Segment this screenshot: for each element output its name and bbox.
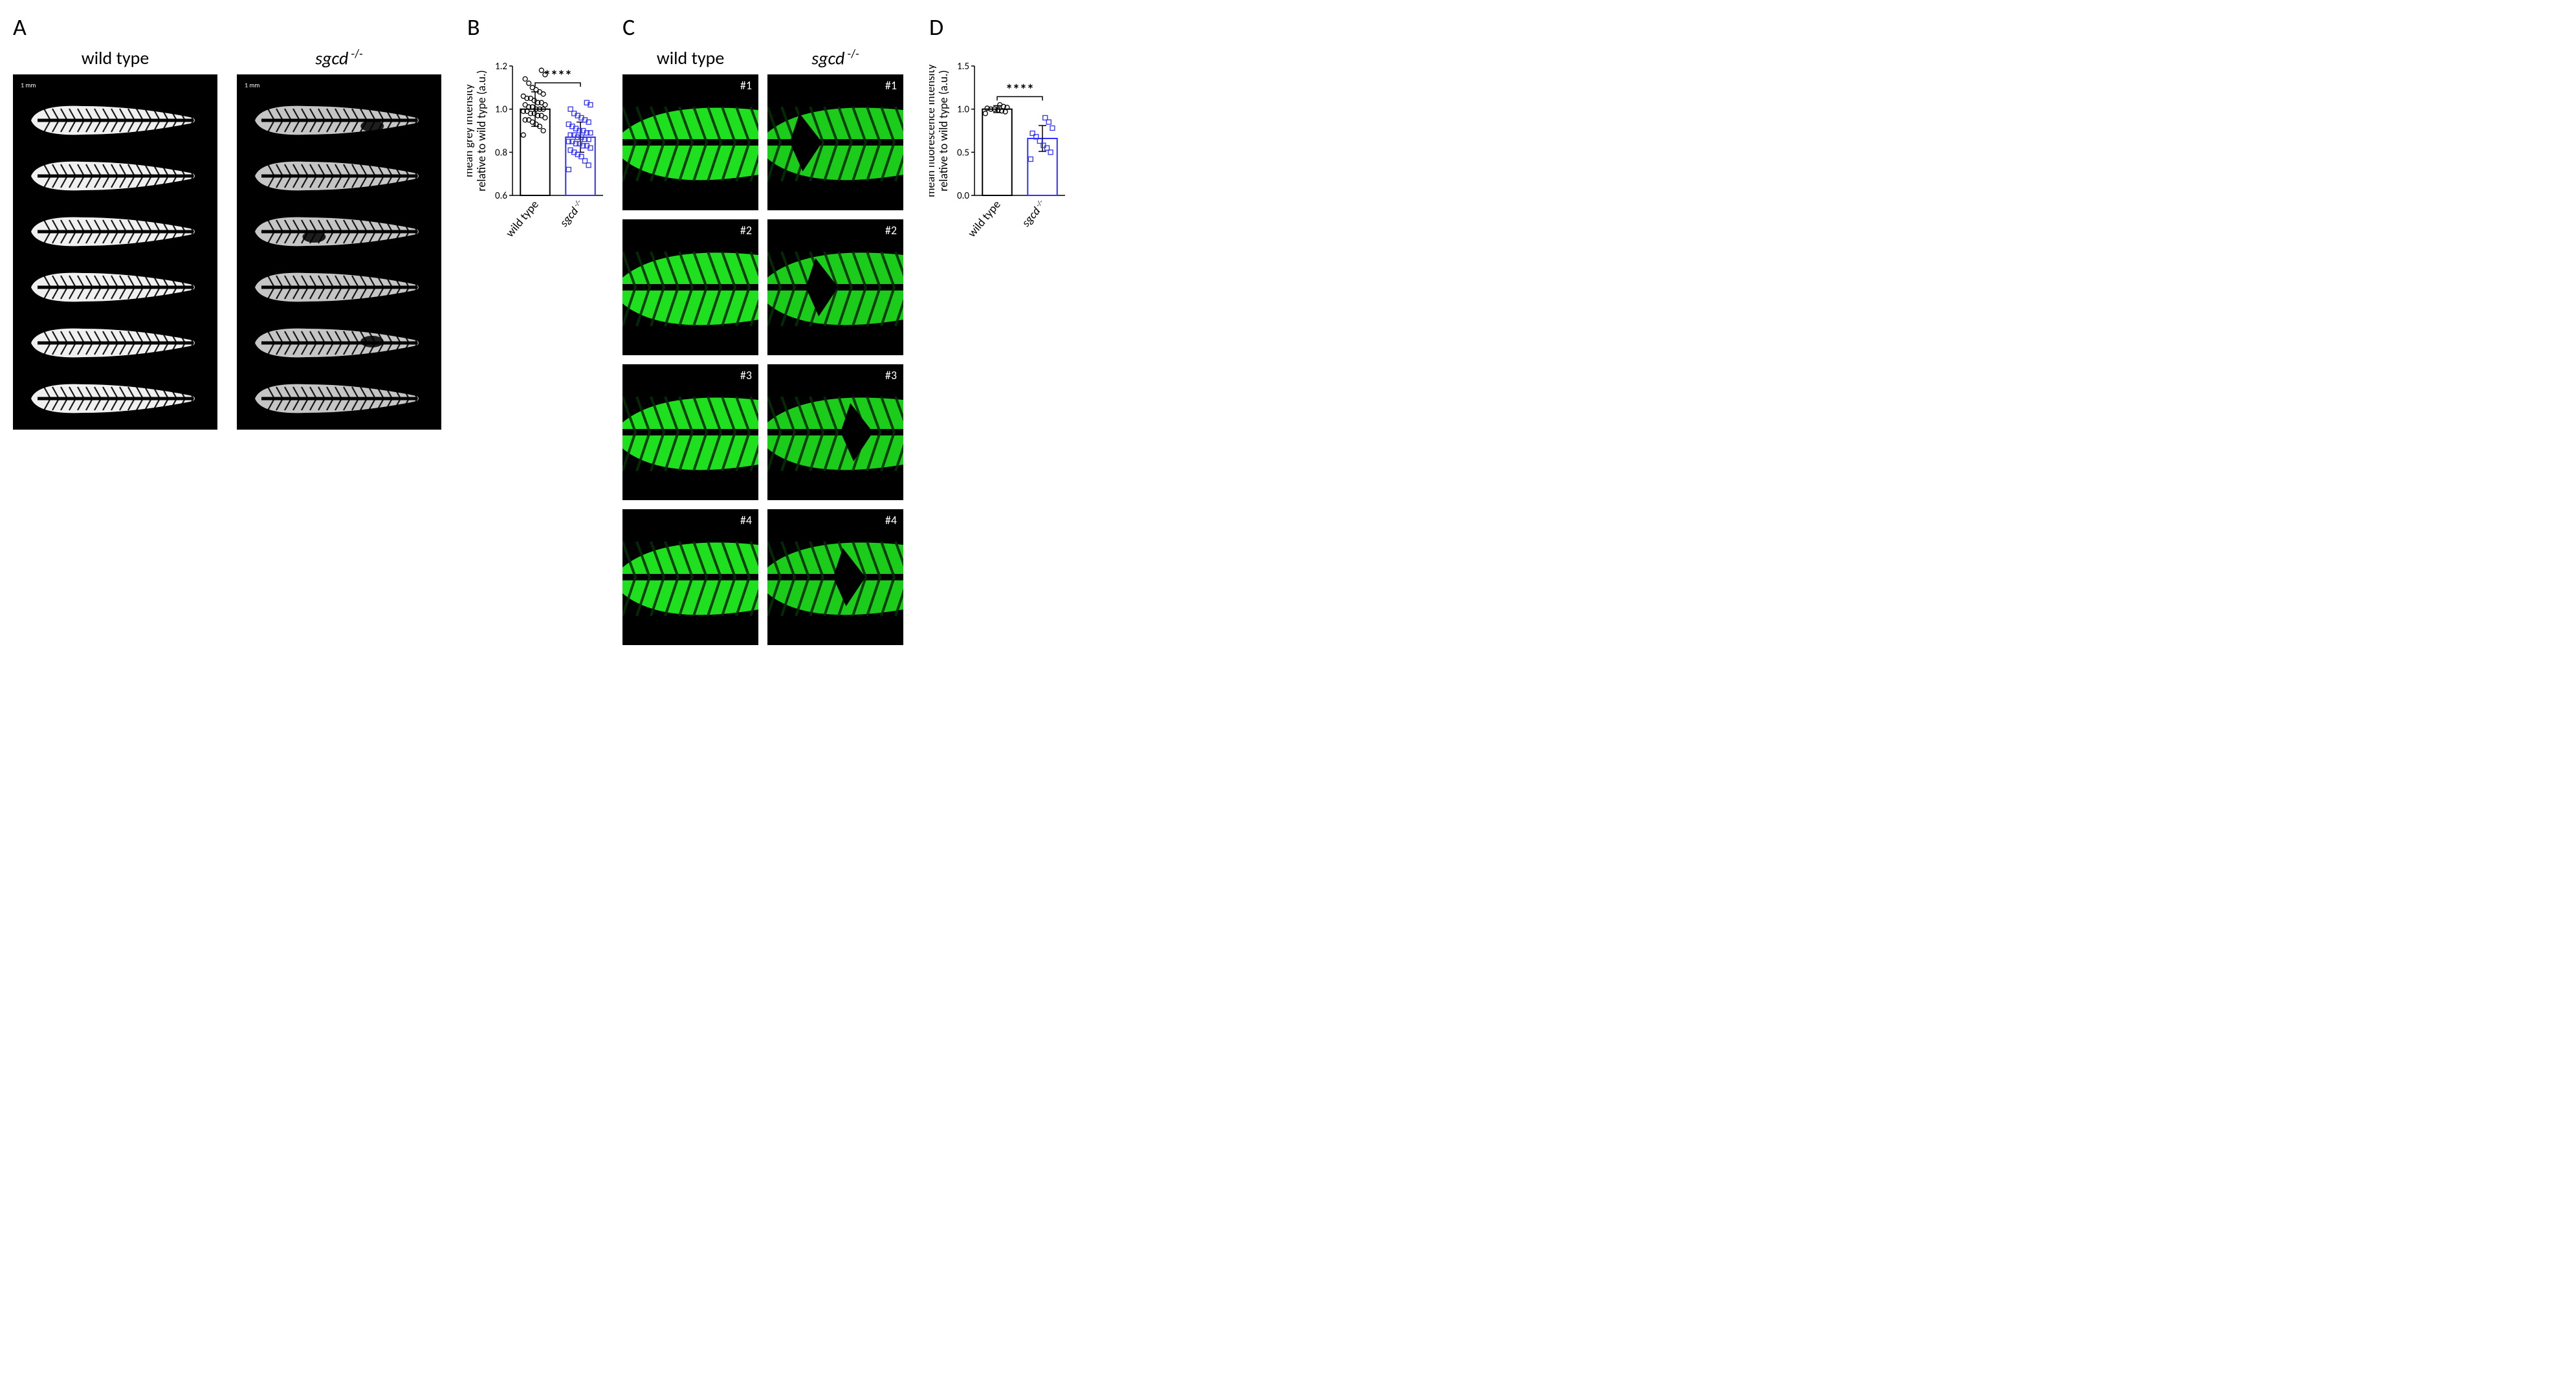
- panel-C-col-title: sgcd -/-: [767, 47, 903, 69]
- panel-A-image-stack: 1 mm: [13, 74, 217, 430]
- panel-A-label: A: [13, 13, 441, 41]
- svg-text:1.0: 1.0: [495, 104, 507, 116]
- image-index-tag: #1: [885, 78, 897, 93]
- zebrafish-bw-image: [18, 317, 202, 369]
- image-index-tag: #1: [740, 78, 752, 93]
- svg-text:sgcd -/-: sgcd -/-: [556, 197, 587, 230]
- image-index-tag: #2: [885, 223, 897, 237]
- svg-text:0.6: 0.6: [495, 190, 507, 202]
- panel-D-label: D: [929, 13, 1059, 41]
- image-index-tag: #2: [740, 223, 752, 237]
- scalebar-label: 1 mm: [242, 80, 436, 91]
- svg-text:sgcd -/-: sgcd -/-: [1018, 197, 1049, 230]
- panel-B-label: B: [467, 13, 597, 41]
- panel-C-image-stack: #1 #2 #3 #4: [622, 74, 758, 645]
- svg-text:1.5: 1.5: [957, 61, 969, 72]
- zebrafish-bw-image: [242, 317, 426, 369]
- zebrafish-bw-image: [18, 150, 202, 202]
- image-index-tag: #3: [885, 368, 897, 382]
- zebrafish-bw-image: [242, 373, 426, 424]
- panel-A-columns: wild type 1 mm sgcd -/- 1 mm: [13, 47, 441, 430]
- panel-B-chart: 0.6 0.8 1.0 1.2 mean grey intensityrelative …: [467, 47, 597, 254]
- zebrafish-green-image: #4: [767, 509, 903, 645]
- panel-A: A wild type 1 mm sgcd -/- 1 mm: [13, 13, 441, 430]
- svg-text:0.8: 0.8: [495, 147, 507, 159]
- panel-C-col-title: wild type: [622, 47, 758, 69]
- figure-root: A wild type 1 mm sgcd -/- 1 mm B 0.6 0.8 1.0 1…: [13, 13, 2563, 645]
- panel-A-image-stack: 1 mm: [237, 74, 441, 430]
- zebrafish-green-image: #3: [622, 364, 758, 500]
- svg-text:wild type: wild type: [503, 197, 542, 240]
- image-index-tag: #4: [740, 513, 752, 527]
- svg-text:mean fluorescence intensityrel: mean fluorescence intensityrelative to w…: [929, 63, 951, 197]
- svg-text:1.0: 1.0: [957, 104, 969, 116]
- zebrafish-bw-image: [242, 261, 426, 313]
- zebrafish-bw-image: [18, 94, 202, 146]
- svg-text:****: ****: [544, 67, 572, 84]
- zebrafish-bw-image: [18, 261, 202, 313]
- panel-D: D 0.0 0.5 1.0 1.5 mean fluorescence intensit…: [929, 13, 1059, 254]
- svg-text:mean grey intensityrelative to: mean grey intensityrelative to wild type…: [467, 70, 489, 191]
- svg-text:0.5: 0.5: [957, 147, 969, 159]
- panel-B: B 0.6 0.8 1.0 1.2 mean grey intensityrelativ…: [467, 13, 597, 254]
- zebrafish-green-image: #2: [622, 219, 758, 355]
- svg-text:0.0: 0.0: [957, 190, 969, 202]
- svg-text:1.2: 1.2: [495, 61, 507, 72]
- zebrafish-green-image: #1: [767, 74, 903, 210]
- panel-C-columns: wild type #1 #2 #3 #4 sgcd -/- #1 #2 #3 #4: [622, 47, 903, 645]
- image-index-tag: #3: [740, 368, 752, 382]
- zebrafish-green-image: #3: [767, 364, 903, 500]
- panel-A-col-title: sgcd -/-: [237, 47, 441, 69]
- zebrafish-bw-image: [18, 206, 202, 258]
- zebrafish-green-image: #2: [767, 219, 903, 355]
- zebrafish-bw-image: [242, 150, 426, 202]
- zebrafish-green-image: #1: [622, 74, 758, 210]
- panel-A-col-title: wild type: [13, 47, 217, 69]
- svg-text:wild type: wild type: [965, 197, 1004, 240]
- svg-text:****: ****: [1006, 80, 1034, 98]
- panel-C: C wild type #1 #2 #3 #4 sgcd -/- #1 #2 #3 #4: [622, 13, 903, 645]
- zebrafish-bw-image: [242, 94, 426, 146]
- panel-C-image-stack: #1 #2 #3 #4: [767, 74, 903, 645]
- zebrafish-green-image: #4: [622, 509, 758, 645]
- image-index-tag: #4: [885, 513, 897, 527]
- zebrafish-bw-image: [242, 206, 426, 258]
- panel-C-label: C: [622, 13, 903, 41]
- zebrafish-bw-image: [18, 373, 202, 424]
- panel-D-chart: 0.0 0.5 1.0 1.5 mean fluorescence intensityr…: [929, 47, 1059, 254]
- scalebar-label: 1 mm: [18, 80, 212, 91]
